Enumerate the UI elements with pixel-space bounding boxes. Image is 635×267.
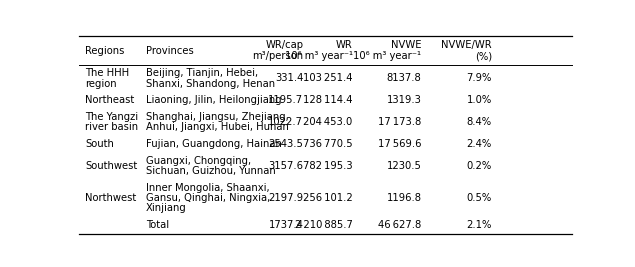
Text: Guangxi, Chongqing,: Guangxi, Chongqing,	[146, 156, 251, 166]
Text: region: region	[85, 78, 117, 89]
Text: Shanghai, Jiangsu, Zhejiang,: Shanghai, Jiangsu, Zhejiang,	[146, 112, 288, 122]
Text: (%): (%)	[474, 51, 491, 61]
Text: 0.2%: 0.2%	[467, 161, 491, 171]
Text: Fujian, Guangdong, Hainan: Fujian, Guangdong, Hainan	[146, 139, 282, 149]
Text: 46 627.8: 46 627.8	[378, 220, 422, 230]
Text: 1230.5: 1230.5	[387, 161, 422, 171]
Text: 0.5%: 0.5%	[467, 193, 491, 203]
Text: 204 453.0: 204 453.0	[304, 117, 352, 127]
Text: WR/cap: WR/cap	[265, 40, 304, 50]
Text: 10⁶ m³ year⁻¹: 10⁶ m³ year⁻¹	[354, 51, 422, 61]
Text: 2 210 885.7: 2 210 885.7	[295, 220, 352, 230]
Text: Provinces: Provinces	[146, 46, 194, 56]
Text: 2.1%: 2.1%	[466, 220, 491, 230]
Text: Inner Mongolia, Shaanxi,: Inner Mongolia, Shaanxi,	[146, 183, 269, 193]
Text: Liaoning, Jilin, Heilongjiang: Liaoning, Jilin, Heilongjiang	[146, 95, 281, 105]
Text: Xinjiang: Xinjiang	[146, 203, 187, 213]
Text: 736 770.5: 736 770.5	[303, 139, 352, 149]
Text: 2197.9: 2197.9	[268, 193, 304, 203]
Text: 256 101.2: 256 101.2	[303, 193, 352, 203]
Text: 17 173.8: 17 173.8	[378, 117, 422, 127]
Text: 1.0%: 1.0%	[467, 95, 491, 105]
Text: NVWE: NVWE	[391, 40, 422, 50]
Text: 1737.4: 1737.4	[269, 220, 304, 230]
Text: The Yangzi: The Yangzi	[85, 112, 138, 122]
Text: 7.9%: 7.9%	[466, 73, 491, 84]
Text: Gansu, Qinghai, Ningxia,: Gansu, Qinghai, Ningxia,	[146, 193, 270, 203]
Text: 331.4: 331.4	[275, 73, 304, 84]
Text: river basin: river basin	[85, 122, 138, 132]
Text: Regions: Regions	[85, 46, 124, 56]
Text: 8.4%: 8.4%	[467, 117, 491, 127]
Text: 1319.3: 1319.3	[387, 95, 422, 105]
Text: 17 569.6: 17 569.6	[378, 139, 422, 149]
Text: Southwest: Southwest	[85, 161, 138, 171]
Text: 2.4%: 2.4%	[467, 139, 491, 149]
Text: Beijing, Tianjin, Hebei,: Beijing, Tianjin, Hebei,	[146, 68, 258, 78]
Text: 782 195.3: 782 195.3	[303, 161, 352, 171]
Text: Anhui, Jiangxi, Hubei, Hunan: Anhui, Jiangxi, Hubei, Hunan	[146, 122, 289, 132]
Text: 1022.7: 1022.7	[269, 117, 304, 127]
Text: 8137.8: 8137.8	[387, 73, 422, 84]
Text: Shanxi, Shandong, Henan: Shanxi, Shandong, Henan	[146, 78, 275, 89]
Text: 3157.6: 3157.6	[269, 161, 304, 171]
Text: 128 114.4: 128 114.4	[303, 95, 352, 105]
Text: The HHH: The HHH	[85, 68, 130, 78]
Text: m³/person: m³/person	[252, 51, 304, 61]
Text: WR: WR	[336, 40, 352, 50]
Text: Total: Total	[146, 220, 169, 230]
Text: Northwest: Northwest	[85, 193, 137, 203]
Text: 1196.8: 1196.8	[387, 193, 422, 203]
Text: South: South	[85, 139, 114, 149]
Text: NVWE/WR: NVWE/WR	[441, 40, 491, 50]
Text: 103 251.4: 103 251.4	[303, 73, 352, 84]
Text: Northeast: Northeast	[85, 95, 135, 105]
Text: 1195.7: 1195.7	[268, 95, 304, 105]
Text: 2543.5: 2543.5	[269, 139, 304, 149]
Text: Sichuan, Guizhou, Yunnan: Sichuan, Guizhou, Yunnan	[146, 166, 276, 176]
Text: 10⁶ m³ year⁻¹: 10⁶ m³ year⁻¹	[284, 51, 352, 61]
